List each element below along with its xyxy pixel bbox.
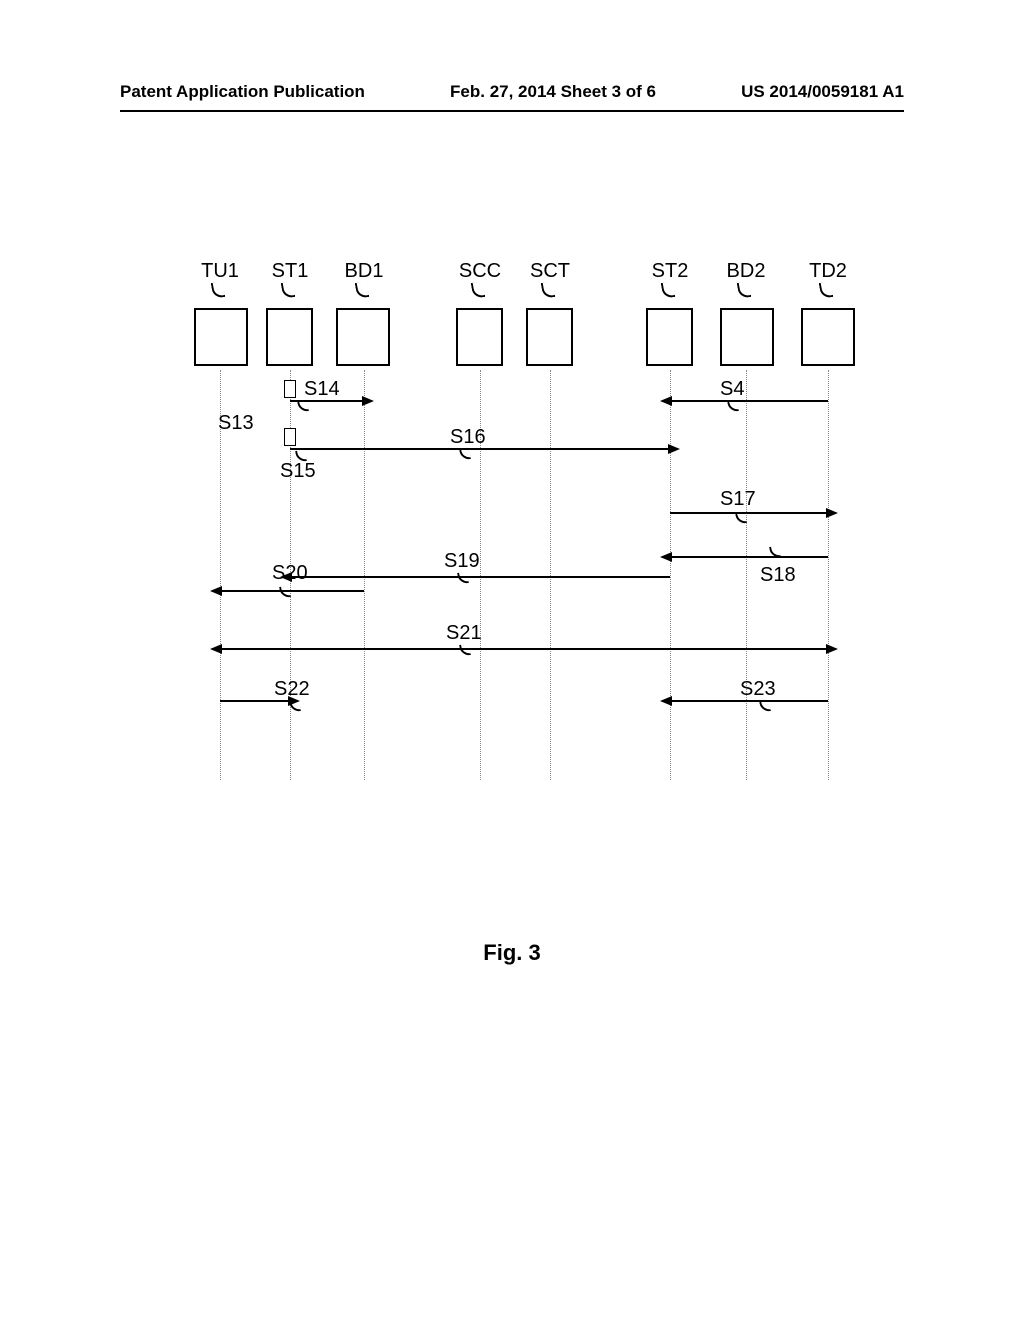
message-arrow (670, 556, 828, 558)
message-label: S20 (272, 562, 308, 585)
patent-page: Patent Application Publication Feb. 27, … (0, 0, 1024, 1320)
message-label: S13 (218, 412, 254, 435)
message-label: S16 (450, 426, 486, 449)
figure-caption: Fig. 3 (0, 940, 1024, 966)
message-label: S17 (720, 488, 756, 511)
lifeline-box (720, 308, 774, 366)
arrow-head-icon (210, 644, 222, 654)
header-right: US 2014/0059181 A1 (741, 82, 904, 110)
lifeline (746, 370, 747, 780)
message-label: S19 (444, 550, 480, 573)
lifeline (364, 370, 365, 780)
lifeline-box (266, 308, 313, 366)
label-hook (727, 399, 739, 413)
message-label: S4 (720, 378, 744, 401)
lifeline-box (456, 308, 503, 366)
lifeline-box (336, 308, 390, 366)
lifeline-box (646, 308, 693, 366)
message-label: S15 (280, 460, 316, 483)
page-header: Patent Application Publication Feb. 27, … (120, 82, 904, 112)
activation-box (284, 380, 296, 398)
lifeline-hook (819, 281, 834, 299)
lifeline-hook (541, 281, 556, 299)
lifeline-box (526, 308, 573, 366)
activation-box (284, 428, 296, 446)
arrow-head-icon (660, 552, 672, 562)
lifeline-hook (281, 281, 296, 299)
sequence-diagram: TU1 ST1 BD1 SCC SCT ST2 BD2 TD2 S14 S13 S4 S16 S15 S1… (180, 260, 860, 780)
arrow-head-icon (826, 644, 838, 654)
label-hook (459, 643, 471, 657)
arrow-head-icon (660, 396, 672, 406)
lifeline-label: BD1 (345, 260, 384, 283)
message-arrow (290, 576, 670, 578)
lifeline-label: BD2 (727, 260, 766, 283)
message-arrow (670, 512, 828, 514)
lifeline-hook (471, 281, 486, 299)
lifeline-box (194, 308, 248, 366)
lifeline-label: SCC (459, 260, 501, 283)
lifeline-hook (661, 281, 676, 299)
lifeline-label: ST2 (652, 260, 689, 283)
lifeline (670, 370, 671, 780)
message-label: S23 (740, 678, 776, 701)
lifeline-box (801, 308, 855, 366)
arrow-head-icon (362, 396, 374, 406)
arrow-head-icon (668, 444, 680, 454)
message-arrow (220, 648, 828, 650)
lifeline-label: SCT (530, 260, 570, 283)
message-label: S21 (446, 622, 482, 645)
label-hook (459, 447, 471, 461)
lifeline-hook (211, 281, 226, 299)
message-arrow (220, 590, 364, 592)
lifeline-hook (355, 281, 370, 299)
lifeline-label: TU1 (201, 260, 239, 283)
lifeline-hook (737, 281, 752, 299)
label-hook (759, 699, 771, 713)
arrow-head-icon (826, 508, 838, 518)
arrow-head-icon (660, 696, 672, 706)
label-hook (297, 399, 309, 413)
lifeline-label: ST1 (272, 260, 309, 283)
message-label: S22 (274, 678, 310, 701)
label-hook (457, 571, 469, 585)
arrow-head-icon (210, 586, 222, 596)
message-label: S18 (760, 564, 796, 587)
header-center: Feb. 27, 2014 Sheet 3 of 6 (450, 82, 656, 110)
message-label: S14 (304, 378, 340, 401)
message-arrow (670, 400, 828, 402)
lifeline (550, 370, 551, 780)
header-left: Patent Application Publication (120, 82, 365, 110)
lifeline-label: TD2 (809, 260, 847, 283)
lifeline (828, 370, 829, 780)
label-hook (735, 511, 747, 525)
label-hook (279, 585, 291, 599)
